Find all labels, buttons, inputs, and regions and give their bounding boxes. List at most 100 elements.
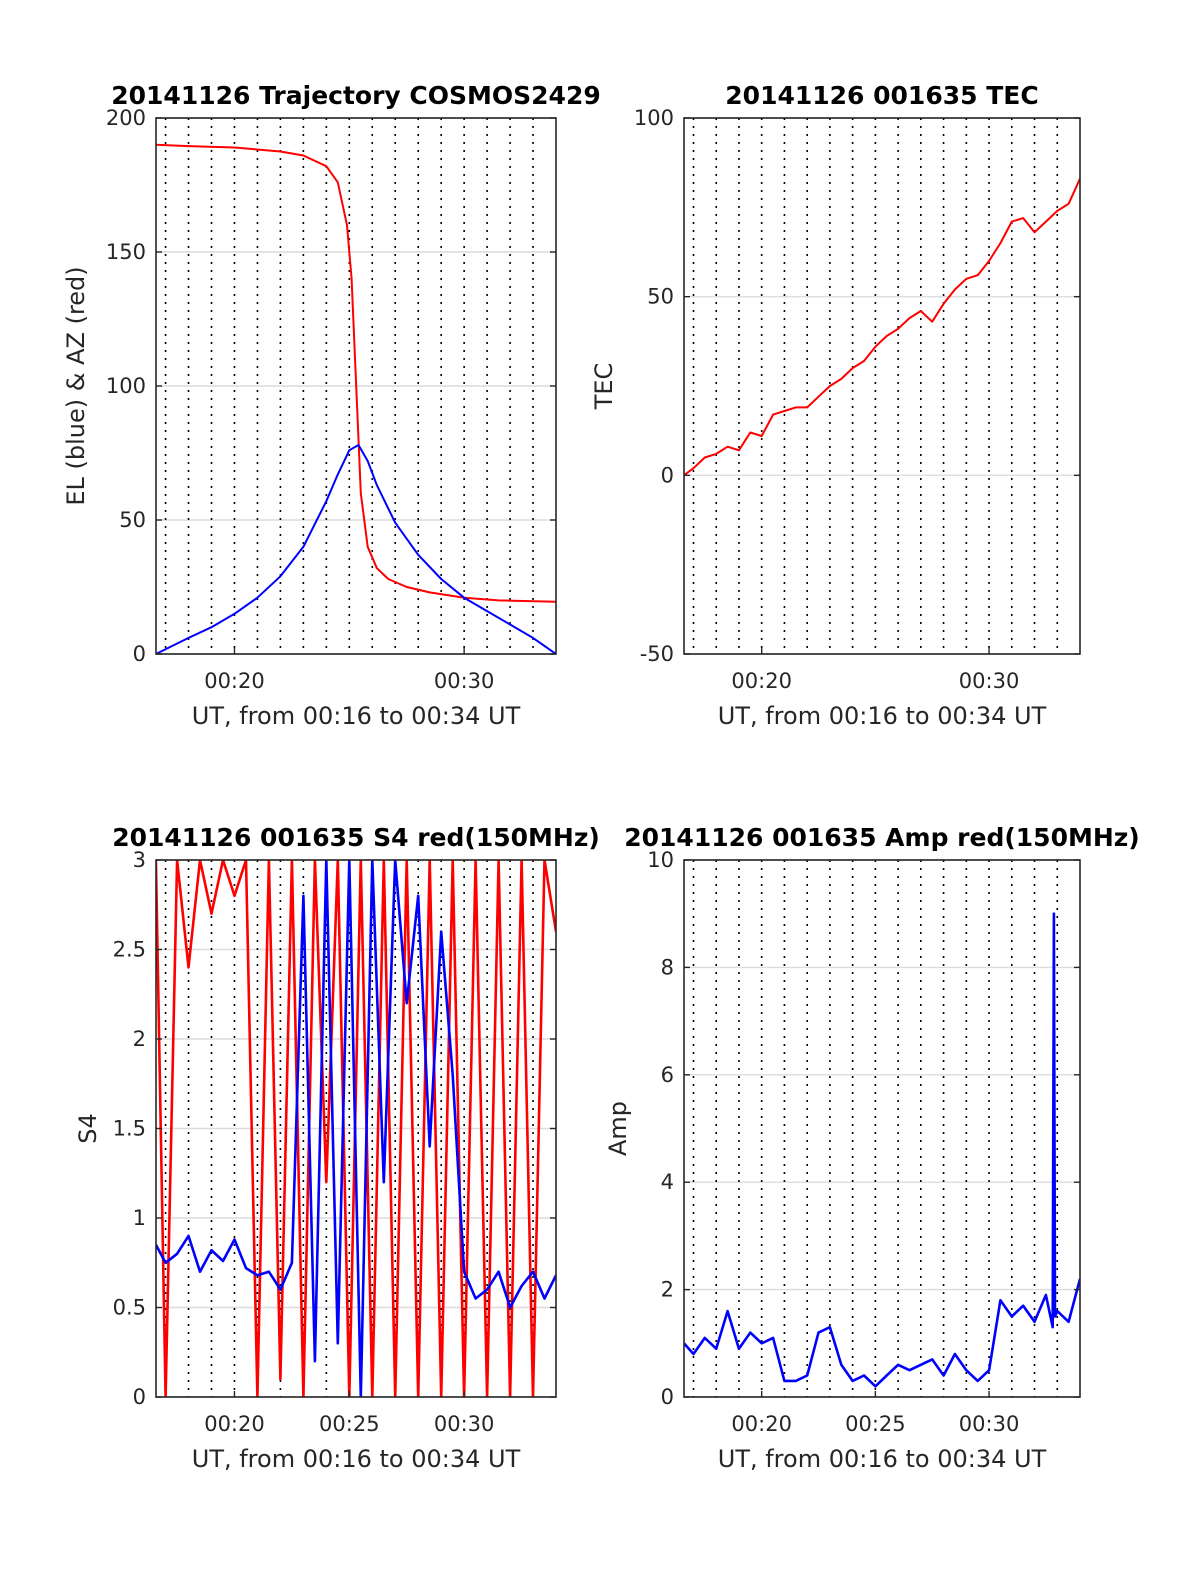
data-point	[851, 367, 854, 369]
data-point	[187, 145, 190, 147]
data-point	[1053, 912, 1055, 915]
data-point	[279, 1288, 282, 1291]
y-axis-label: Amp	[604, 1101, 632, 1156]
data-point	[704, 456, 706, 459]
data-point	[366, 546, 369, 548]
data-point	[187, 1235, 190, 1237]
data-point	[976, 274, 979, 277]
x-tick-label: 00:30	[434, 669, 495, 693]
data-point	[772, 1337, 774, 1339]
y-tick-label: 0.5	[113, 1296, 146, 1320]
y-tick-label: 0	[133, 1385, 146, 1409]
data-point	[749, 1331, 752, 1334]
data-point	[806, 1374, 808, 1377]
data-point	[532, 637, 534, 639]
data-point	[463, 596, 465, 599]
data-point	[1045, 220, 1047, 223]
x-tick-label: 00:25	[845, 1412, 906, 1436]
data-point	[749, 431, 752, 434]
x-tick-label: 00:20	[731, 1412, 792, 1436]
data-point	[302, 154, 305, 157]
data-point	[817, 395, 820, 398]
data-point	[760, 1342, 763, 1345]
data-point	[268, 1270, 270, 1273]
data-point	[428, 1145, 431, 1148]
x-axis-label: UT, from 00:16 to 00:34 UT	[718, 1445, 1047, 1473]
chart-title: 20141126 Trajectory COSMOS2429	[111, 81, 601, 110]
x-tick-label: 00:20	[731, 669, 792, 693]
data-point	[474, 1297, 477, 1300]
data-point	[346, 224, 348, 226]
data-point	[325, 1181, 328, 1183]
data-point	[164, 1261, 167, 1264]
data-point	[394, 521, 397, 524]
data-point	[885, 1374, 888, 1377]
data-point	[520, 1285, 523, 1287]
data-point	[954, 288, 956, 291]
data-point	[999, 1299, 1002, 1302]
data-point	[337, 181, 339, 184]
data-point	[509, 623, 511, 626]
y-tick-label: 1.5	[113, 1117, 146, 1141]
data-point	[726, 445, 729, 448]
data-point	[1010, 220, 1013, 223]
axes-frame	[683, 859, 1081, 1398]
data-point	[440, 578, 442, 580]
data-point	[325, 500, 328, 503]
data-point	[348, 449, 351, 452]
data-point	[1067, 202, 1070, 205]
data-point	[497, 599, 500, 602]
data-point	[692, 467, 695, 469]
data-point	[256, 1274, 259, 1277]
series-line-1	[156, 860, 556, 1397]
data-point	[1054, 1315, 1056, 1318]
data-point	[291, 1261, 293, 1264]
y-tick-label: 200	[106, 106, 146, 130]
data-point	[738, 1347, 740, 1350]
data-point	[428, 591, 431, 594]
data-point	[279, 575, 282, 578]
y-tick-label: 0	[133, 642, 146, 666]
data-point	[382, 1181, 385, 1183]
data-point	[376, 567, 378, 570]
data-point	[760, 435, 763, 437]
data-point	[840, 1363, 843, 1366]
data-point	[863, 1374, 865, 1377]
data-point	[783, 1380, 786, 1382]
y-tick-label: 50	[647, 285, 674, 309]
x-axis-label: UT, from 00:16 to 00:34 UT	[192, 702, 521, 730]
data-point	[451, 1074, 454, 1076]
data-point	[302, 546, 305, 548]
data-point	[337, 1342, 339, 1345]
y-tick-label: 1	[133, 1206, 146, 1230]
data-point	[233, 895, 236, 897]
data-point	[1010, 1315, 1013, 1318]
data-point	[532, 1270, 534, 1273]
data-point	[405, 1002, 408, 1004]
data-point	[885, 335, 888, 337]
tec-panel: -50 0 50 100 00:20 00:30 20141126 001635 TEC UT…	[590, 81, 1081, 730]
x-tick-label: 00:30	[959, 669, 1020, 693]
data-point	[543, 1297, 546, 1300]
y-tick-label: 6	[661, 1063, 674, 1087]
data-point	[874, 1385, 877, 1388]
data-point	[440, 930, 442, 933]
data-point	[692, 1353, 695, 1355]
data-point	[233, 146, 236, 149]
data-point	[726, 1310, 729, 1312]
data-point	[376, 484, 378, 486]
data-point	[222, 1260, 224, 1262]
data-point	[486, 610, 488, 612]
y-tick-label: -50	[640, 642, 674, 666]
series-line-0	[156, 143, 556, 603]
data-point	[942, 303, 945, 305]
data-point	[783, 410, 786, 412]
data-point	[355, 385, 357, 387]
data-point	[863, 360, 865, 362]
series-line-1	[156, 444, 556, 654]
data-point	[1045, 1294, 1047, 1296]
data-point	[256, 596, 259, 599]
y-tick-label: 10	[647, 848, 674, 872]
data-point	[210, 912, 213, 915]
